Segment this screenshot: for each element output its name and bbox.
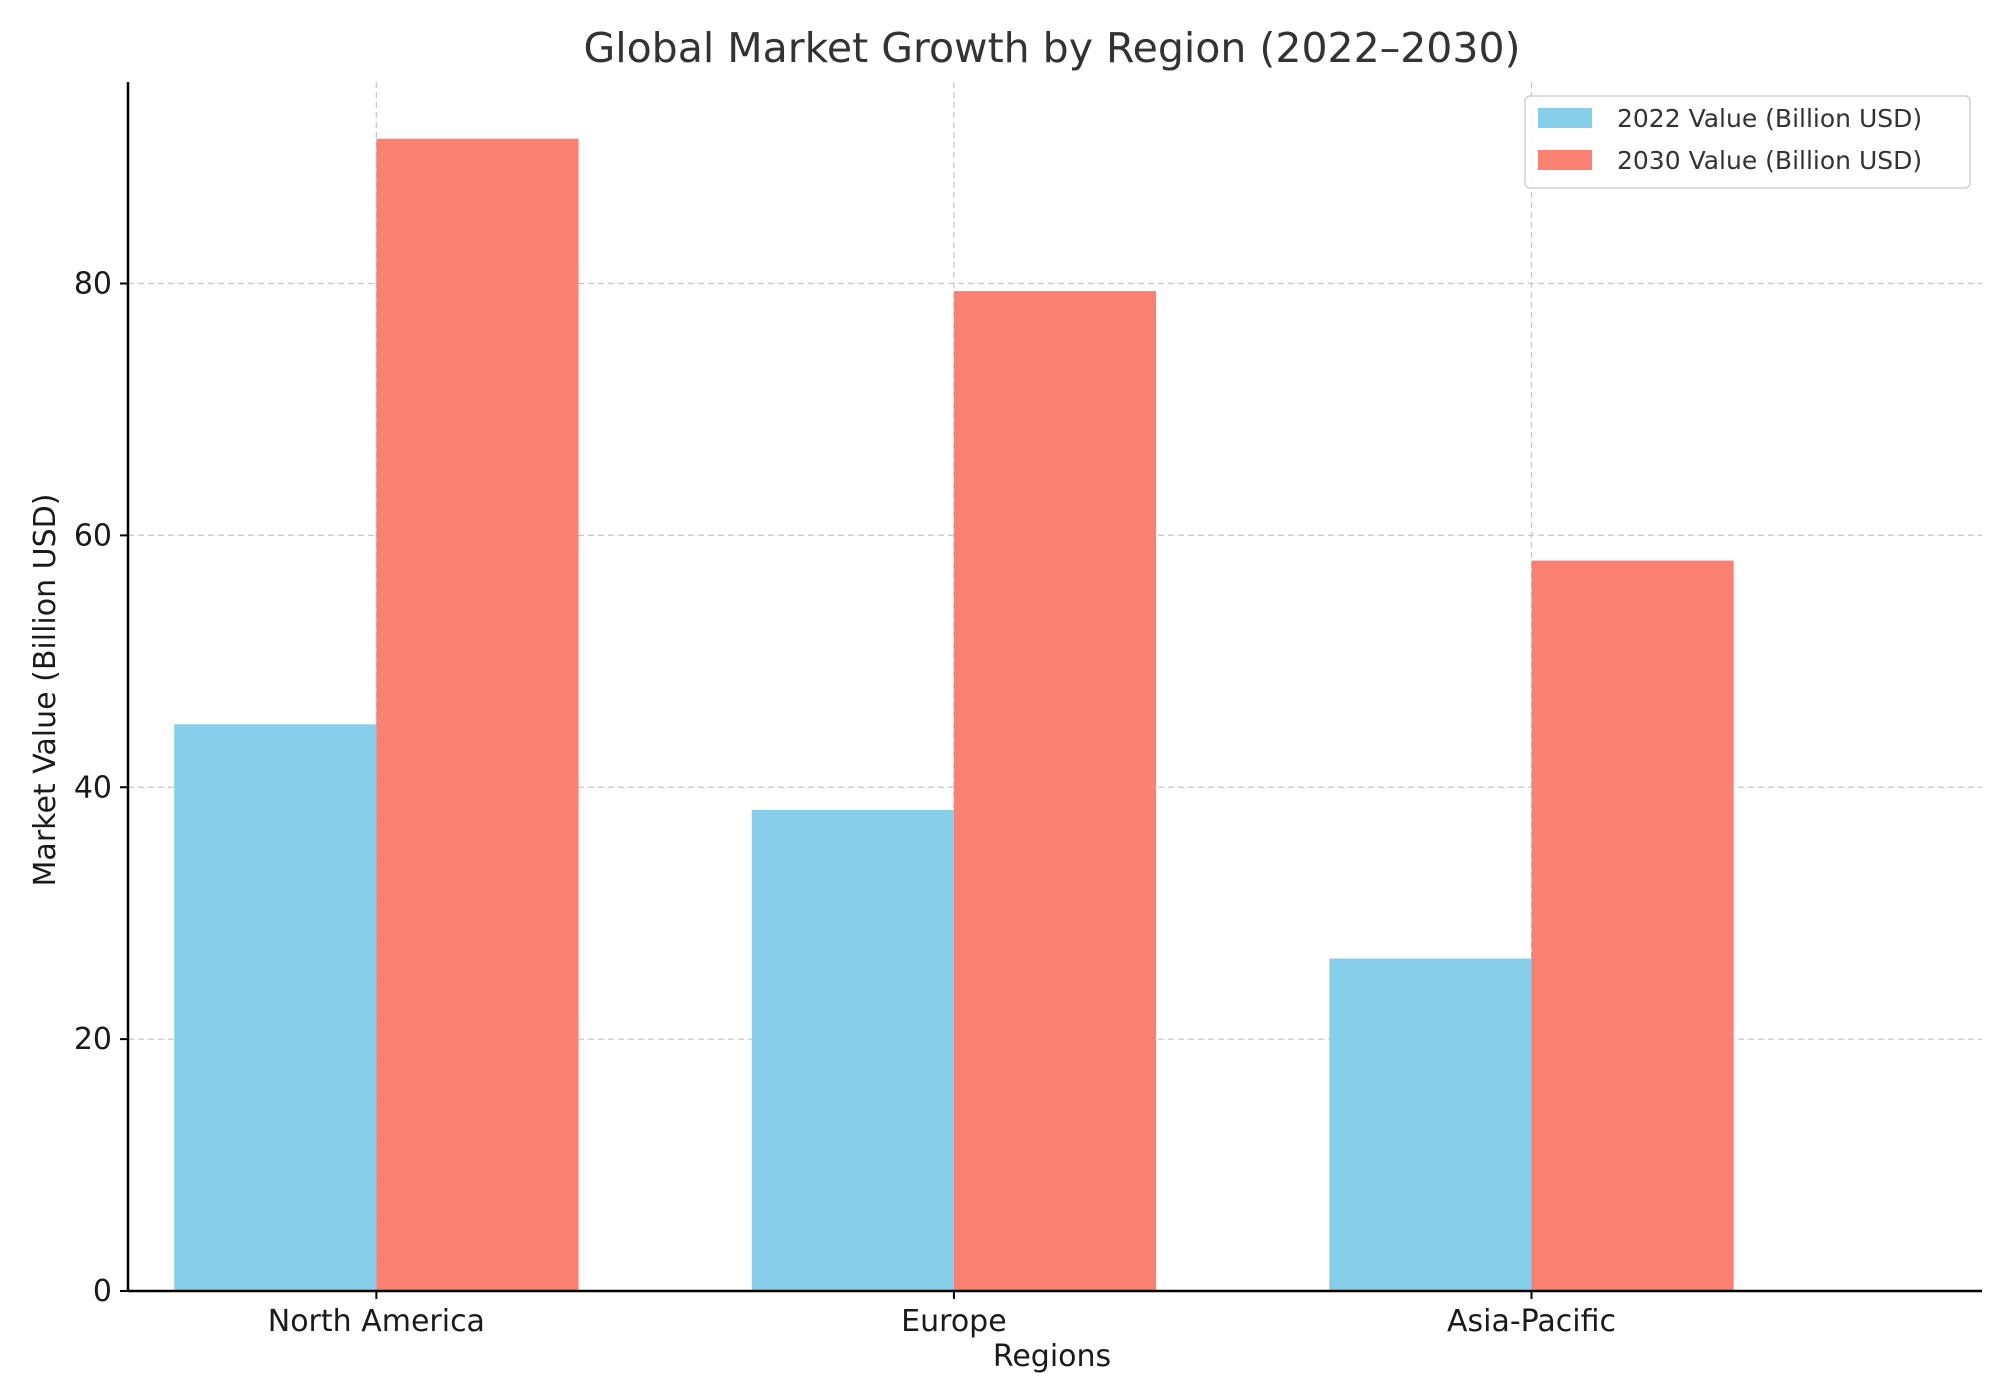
y-tick-label: 20: [74, 1022, 112, 1057]
legend: 2022 Value (Billion USD) 2030 Value (Bil…: [1524, 95, 1971, 189]
tick-labels: 0 20 40 60 80 North America Europe Asia-Pacific: [74, 267, 1616, 1340]
bar-2022-north-america: [174, 724, 377, 1291]
chart-title: Global Market Growth by Region (2022–203…: [583, 24, 1520, 72]
x-tick-label: Asia-Pacific: [1447, 1304, 1616, 1339]
bar-2030-north-america: [376, 138, 579, 1291]
y-axis-label: Market Value (Billion USD): [28, 494, 63, 887]
x-tick-label: North America: [268, 1304, 485, 1339]
bar-2030-europe: [953, 291, 1157, 1291]
y-tick-label: 40: [74, 770, 112, 805]
x-axis-label: Regions: [993, 1339, 1111, 1374]
bar-2030-asia-pacific: [1531, 560, 1734, 1291]
bars: [174, 138, 1734, 1291]
legend-label-2022: 2022 Value (Billion USD): [1617, 104, 1922, 133]
legend-swatch-2022: [1538, 108, 1592, 128]
bar-2022-asia-pacific: [1329, 958, 1532, 1291]
y-tick-label: 60: [74, 518, 112, 553]
y-tick-label: 80: [74, 267, 112, 302]
bar-2022-europe: [751, 809, 954, 1291]
legend-swatch-2030: [1538, 150, 1592, 170]
legend-label-2030: 2030 Value (Billion USD): [1617, 146, 1922, 175]
legend-box: [1524, 95, 1971, 189]
x-tick-label: Europe: [901, 1304, 1007, 1339]
y-tick-label: 0: [93, 1274, 112, 1309]
